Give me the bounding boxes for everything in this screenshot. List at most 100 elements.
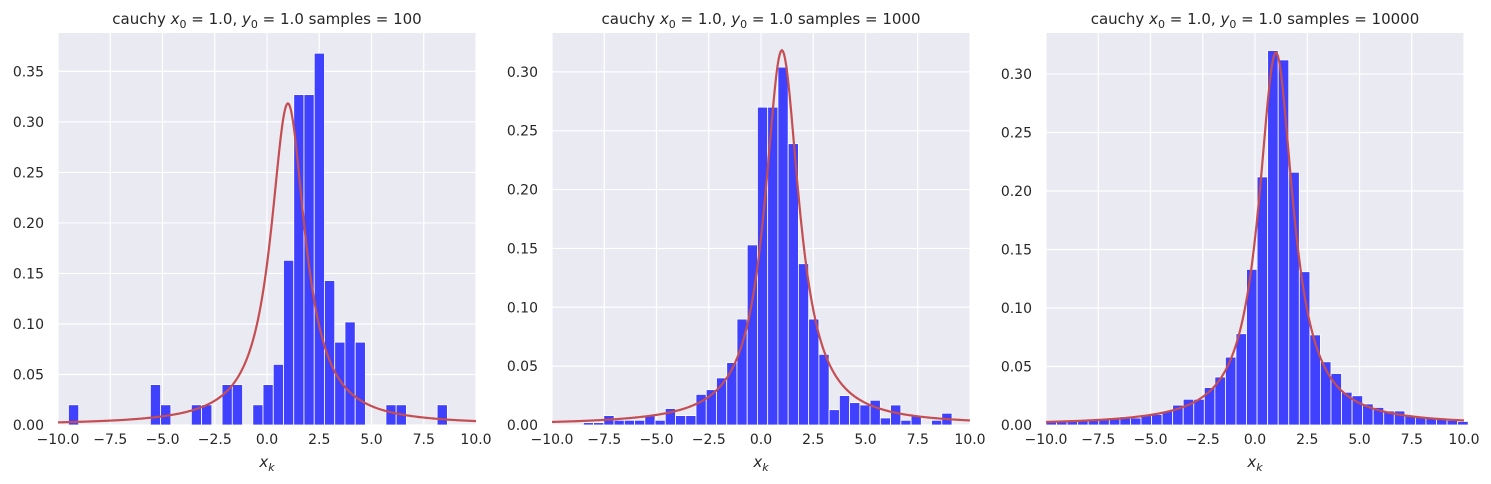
x-tick-label: −5.0 (146, 432, 180, 448)
y-tick-label: 0.35 (13, 64, 44, 80)
x-axis-label-main: x (1246, 453, 1256, 471)
title-part: 0 (1229, 18, 1236, 31)
cauchy-pdf-curve (1045, 51, 1465, 424)
x-tick-label: 5.0 (854, 432, 876, 448)
histogram-bar (828, 409, 840, 426)
y-tick-label: 0.30 (1001, 67, 1032, 83)
title-part: 0 (180, 18, 187, 31)
histogram-bar (1457, 421, 1469, 426)
histogram-bar (149, 384, 162, 426)
title-part: x (1148, 10, 1158, 28)
y-tick-label: 0.15 (13, 266, 44, 282)
histogram-bar (675, 415, 687, 426)
x-axis-label-main: x (258, 453, 268, 471)
histogram-bar (757, 106, 769, 426)
y-tick-label: 0.15 (1001, 242, 1032, 258)
x-tick-label: 0.0 (750, 432, 772, 448)
histogram-bar (900, 419, 912, 426)
x-tick-label: 5.0 (360, 432, 382, 448)
histogram-bar (849, 402, 861, 426)
title-part: = 1.0 samples = 100 (258, 10, 422, 28)
x-tick-label: 7.5 (1401, 432, 1423, 448)
title-part: x (170, 10, 180, 28)
y-tick-label: 0.20 (13, 216, 44, 232)
histogram-bar (818, 353, 830, 426)
histogram-bar (726, 362, 738, 426)
histogram-bar (879, 417, 891, 426)
x-axis-label: xk (752, 453, 769, 474)
x-axis-label-sub: k (1256, 461, 1263, 474)
title-part: = 1.0 samples = 1000 (747, 10, 920, 28)
title-part: cauchy (602, 10, 660, 28)
x-tick-label: −7.5 (587, 432, 621, 448)
x-axis-label-sub: k (762, 461, 769, 474)
x-tick-label: −10.0 (37, 432, 80, 448)
y-tick-label: 0.10 (1001, 301, 1032, 317)
y-tick-label: 0.30 (13, 115, 44, 131)
x-axis-label: xk (258, 453, 275, 474)
title-part: cauchy (1091, 10, 1149, 28)
y-tick-label: 0.30 (507, 65, 538, 81)
title-part: x (659, 10, 669, 28)
x-tick-label: 7.5 (413, 432, 435, 448)
title-part: y (730, 10, 741, 28)
histogram-bar (283, 259, 295, 426)
title-part: 0 (669, 18, 676, 31)
histogram-bar (777, 66, 789, 426)
cauchy-pdf-curve (57, 102, 477, 424)
x-tick-label: 0.0 (256, 432, 278, 448)
y-tick-label: 0.10 (507, 300, 538, 316)
histogram-bar (385, 404, 397, 426)
x-tick-label: −7.5 (1081, 432, 1115, 448)
x-tick-label: −2.5 (692, 432, 726, 448)
chart-title: cauchy x0 = 1.0, y0 = 1.0 samples = 1000 (602, 10, 921, 31)
x-tick-label: 2.5 (308, 432, 330, 448)
y-tick-label: 0.20 (1001, 184, 1032, 200)
x-tick-label: 5.0 (1348, 432, 1370, 448)
histogram-bar (231, 384, 243, 426)
histogram-bar (1235, 333, 1247, 426)
x-tick-label: 10.0 (1448, 432, 1479, 448)
chart-panel-3: −10.0 −7.5 −5.0 −2.5 0.0 2.5 5.0 7.5 10.0 0.00 0.0… (1001, 10, 1480, 474)
y-tick-label: 0.05 (507, 359, 538, 375)
histogram-bar (654, 419, 666, 426)
title-part: 0 (251, 18, 258, 31)
x-tick-label: 0.0 (1244, 432, 1266, 448)
histogram-bar (68, 404, 80, 426)
cauchy-pdf-curve (551, 48, 971, 424)
histogram-bar (623, 419, 635, 426)
y-tick-label: 0.05 (1001, 359, 1032, 375)
y-tick-label: 0.00 (1001, 418, 1032, 434)
x-tick-label: 2.5 (1296, 432, 1318, 448)
histogram-bar (272, 363, 284, 426)
histogram-bar (1267, 50, 1279, 426)
histogram-bar (593, 422, 605, 426)
histogram-bar (869, 399, 881, 426)
x-tick-label: 10.0 (460, 432, 491, 448)
title-part: 0 (1158, 18, 1165, 31)
y-tick-label: 0.15 (507, 241, 538, 257)
x-axis-label-sub: k (268, 461, 275, 474)
x-tick-label: −10.0 (1025, 432, 1068, 448)
histogram-bar (252, 404, 264, 426)
chart-panel-1: −10.0 −7.5 −5.0 −2.5 0.0 2.5 5.0 7.5 10.0 0.00 0.0… (13, 10, 492, 474)
y-tick-label: 0.20 (507, 183, 538, 199)
histogram-bar (890, 404, 902, 426)
histogram-bar (859, 404, 871, 426)
histogram-bar (613, 419, 625, 426)
histogram-bar (1130, 417, 1142, 426)
title-part: 0 (740, 18, 747, 31)
x-tick-label: 10.0 (954, 432, 985, 448)
title-part: = 1.0 samples = 10000 (1236, 10, 1419, 28)
histogram-bar (1309, 334, 1321, 426)
y-tick-label: 0.25 (507, 124, 538, 140)
histogram-bar (262, 384, 274, 426)
x-tick-label: −2.5 (198, 432, 232, 448)
x-tick-label: −5.0 (1134, 432, 1168, 448)
histogram-bar (798, 263, 810, 426)
chart-panel-2: −10.0 −7.5 −5.0 −2.5 0.0 2.5 5.0 7.5 10.0 0.00 0.0… (507, 10, 986, 474)
title-part: cauchy (112, 10, 170, 28)
histogram-bar (436, 404, 448, 426)
x-tick-label: −5.0 (640, 432, 674, 448)
